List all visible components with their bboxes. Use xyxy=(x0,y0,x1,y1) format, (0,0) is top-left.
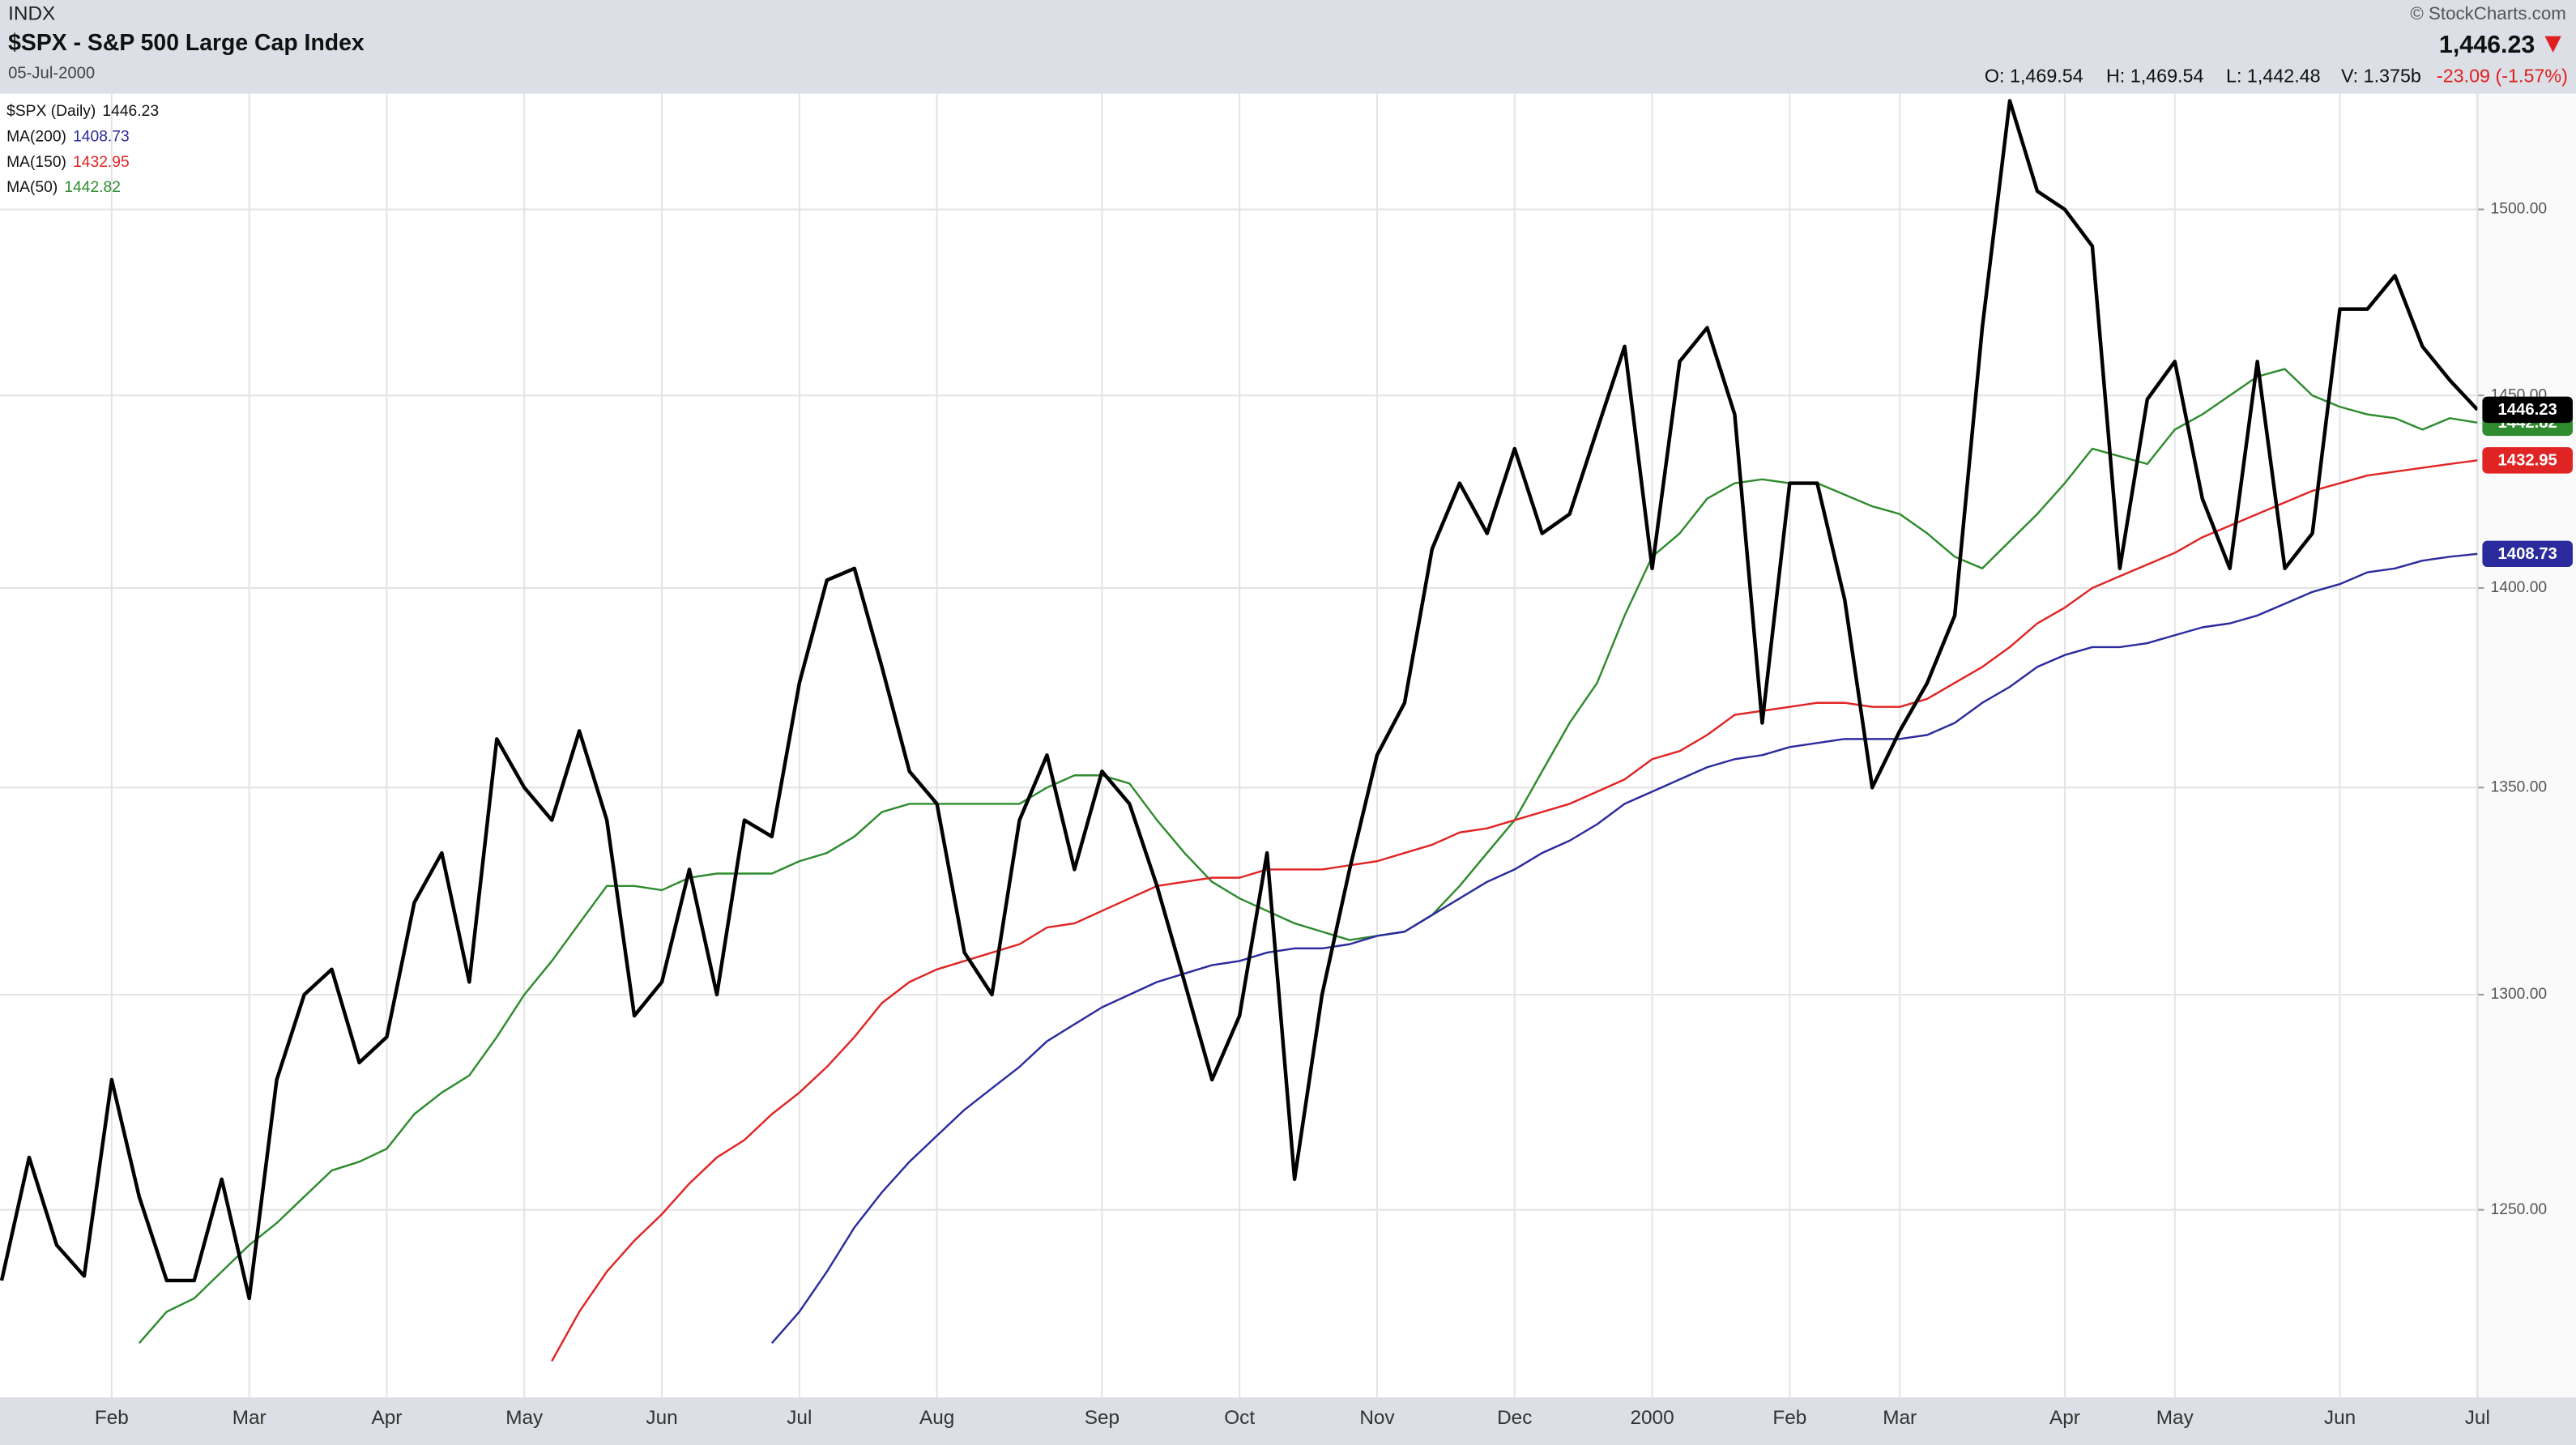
value-tag xyxy=(2482,447,2573,474)
ohlcv-open: O: 1,469.54 xyxy=(1985,65,2083,86)
x-tick-label: Jul xyxy=(2465,1407,2490,1429)
legend-value: 1442.82 xyxy=(64,179,121,196)
legend-name: MA(50) xyxy=(6,179,58,196)
legend-value: 1432.95 xyxy=(73,154,130,171)
y-tick-label: 1300.00 xyxy=(2491,986,2548,1003)
value-tag xyxy=(2482,396,2573,424)
x-tick-label: Oct xyxy=(1224,1407,1255,1429)
header-bg xyxy=(0,0,2576,94)
x-tick-label: Feb xyxy=(1772,1407,1806,1429)
ohlcv-high: H: 1,469.54 xyxy=(2106,65,2204,86)
axis-bg xyxy=(2477,93,2576,1398)
x-tick-label: Mar xyxy=(1883,1407,1917,1429)
x-tick-label: May xyxy=(505,1407,544,1429)
ma-line xyxy=(138,368,2478,1345)
x-tick-label: Sep xyxy=(1085,1407,1120,1429)
exchange: INDX xyxy=(8,3,55,25)
value-tag-label: 1432.95 xyxy=(2498,452,2557,470)
change: -23.09 (-1.57%) xyxy=(2437,65,2568,86)
x-tick-label: Mar xyxy=(232,1407,267,1429)
chart-title: $SPX - S&P 500 Large Cap Index xyxy=(8,30,365,56)
legend-value: 1446.23 xyxy=(102,103,159,120)
plot xyxy=(0,99,2478,1362)
y-tick-label: 1250.00 xyxy=(2491,1201,2548,1218)
legend: $SPX (Daily) 1446.23 MA(200) 1408.73 MA(150)… xyxy=(6,103,159,196)
ohlcv-low: L: 1,442.48 xyxy=(2226,65,2321,86)
x-tick-label: Dec xyxy=(1497,1407,1532,1429)
x-axis-bg xyxy=(0,1397,2576,1445)
copyright: © StockCharts.com xyxy=(2410,3,2565,23)
ma-line xyxy=(770,552,2478,1345)
x-tick-label: Apr xyxy=(2049,1407,2080,1429)
x-tick-label: Apr xyxy=(372,1407,403,1429)
value-tag-label: 1408.73 xyxy=(2498,545,2557,563)
last-price: 1,446.23 xyxy=(2439,31,2535,58)
price-line xyxy=(0,99,2478,1301)
legend-name: MA(200) xyxy=(6,128,66,145)
x-tick-label: Feb xyxy=(95,1407,129,1429)
y-tick-label: 1400.00 xyxy=(2491,579,2548,596)
x-tick-label: Jul xyxy=(787,1407,812,1429)
x-tick-label: Jun xyxy=(646,1407,677,1429)
y-tick-label: 1350.00 xyxy=(2491,778,2548,795)
x-tick-label: 2000 xyxy=(1630,1407,1674,1429)
legend-name: MA(150) xyxy=(6,154,66,171)
down-arrow xyxy=(2544,36,2561,53)
x-tick-label: Jun xyxy=(2324,1407,2356,1429)
ma-line xyxy=(551,459,2478,1362)
date: 05-Jul-2000 xyxy=(8,65,95,83)
legend-name: $SPX (Daily) xyxy=(6,103,96,120)
ohlcv-volume: V: 1.375b xyxy=(2341,65,2421,86)
x-tick-label: May xyxy=(2156,1407,2194,1429)
value-tag-label: 1446.23 xyxy=(2498,401,2557,419)
value-tag xyxy=(2482,540,2573,568)
y-tick-label: 1500.00 xyxy=(2491,201,2548,218)
grid: 1250.001300.001350.001400.001450.001500.… xyxy=(0,93,2548,1429)
x-tick-label: Nov xyxy=(1359,1407,1395,1429)
x-tick-label: Aug xyxy=(919,1407,954,1429)
legend-value: 1408.73 xyxy=(73,128,130,145)
